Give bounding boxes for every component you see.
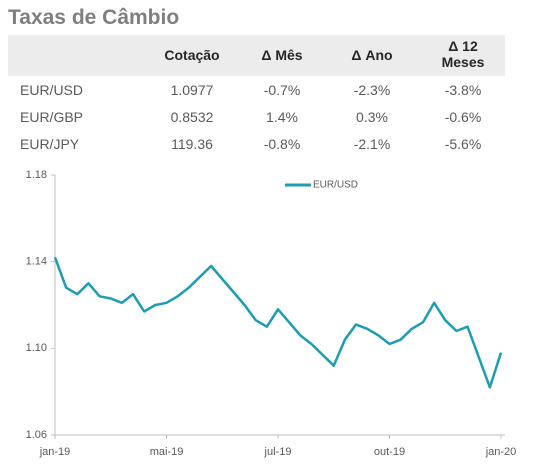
y-tick-label: 1.14 [26, 256, 47, 268]
row-label: EUR/USD [20, 82, 84, 98]
x-tick-label: jan-19 [39, 446, 71, 458]
column-header: Δ Mês [261, 47, 303, 63]
y-tick-label: 1.06 [26, 429, 47, 441]
x-tick-label: out-19 [374, 446, 405, 458]
x-tick-label: mai-19 [150, 446, 184, 458]
table-cell: -5.6% [444, 136, 482, 152]
y-tick-label: 1.18 [26, 169, 47, 181]
y-tick-label: 1.10 [26, 342, 47, 354]
legend-label: EUR/USD [313, 180, 358, 191]
table-cell: 119.36 [171, 136, 213, 152]
table-cell: 1.4% [266, 109, 298, 125]
x-tick-label: jul-19 [264, 446, 292, 458]
line-series [53, 256, 503, 389]
x-tick-label: jan-20 [485, 446, 517, 458]
table-cell: -0.6% [444, 109, 482, 125]
table-cell: 1.0977 [170, 82, 214, 98]
table-cell: 0.8532 [170, 109, 214, 125]
chart: 1.06 1.10 1.14 1.18 jan-19 mai-19 jul-19 out-19… [26, 169, 517, 458]
row-label: EUR/GBP [20, 109, 84, 125]
table-header [8, 35, 505, 76]
table-cell: -2.3% [353, 82, 391, 98]
table-cell: -2.1% [353, 136, 391, 152]
table-cell: -0.7% [263, 82, 301, 98]
column-header: Cotação [164, 47, 220, 63]
column-header: Δ Ano [351, 47, 393, 63]
title: Taxas de Câmbio [8, 6, 180, 29]
table-cell: -3.8% [444, 82, 482, 98]
table-cell: -0.8% [263, 136, 301, 152]
column-header: Δ 12 Meses [441, 38, 485, 70]
table-cell: 0.3% [356, 109, 388, 125]
row-label: EUR/JPY [20, 136, 80, 152]
